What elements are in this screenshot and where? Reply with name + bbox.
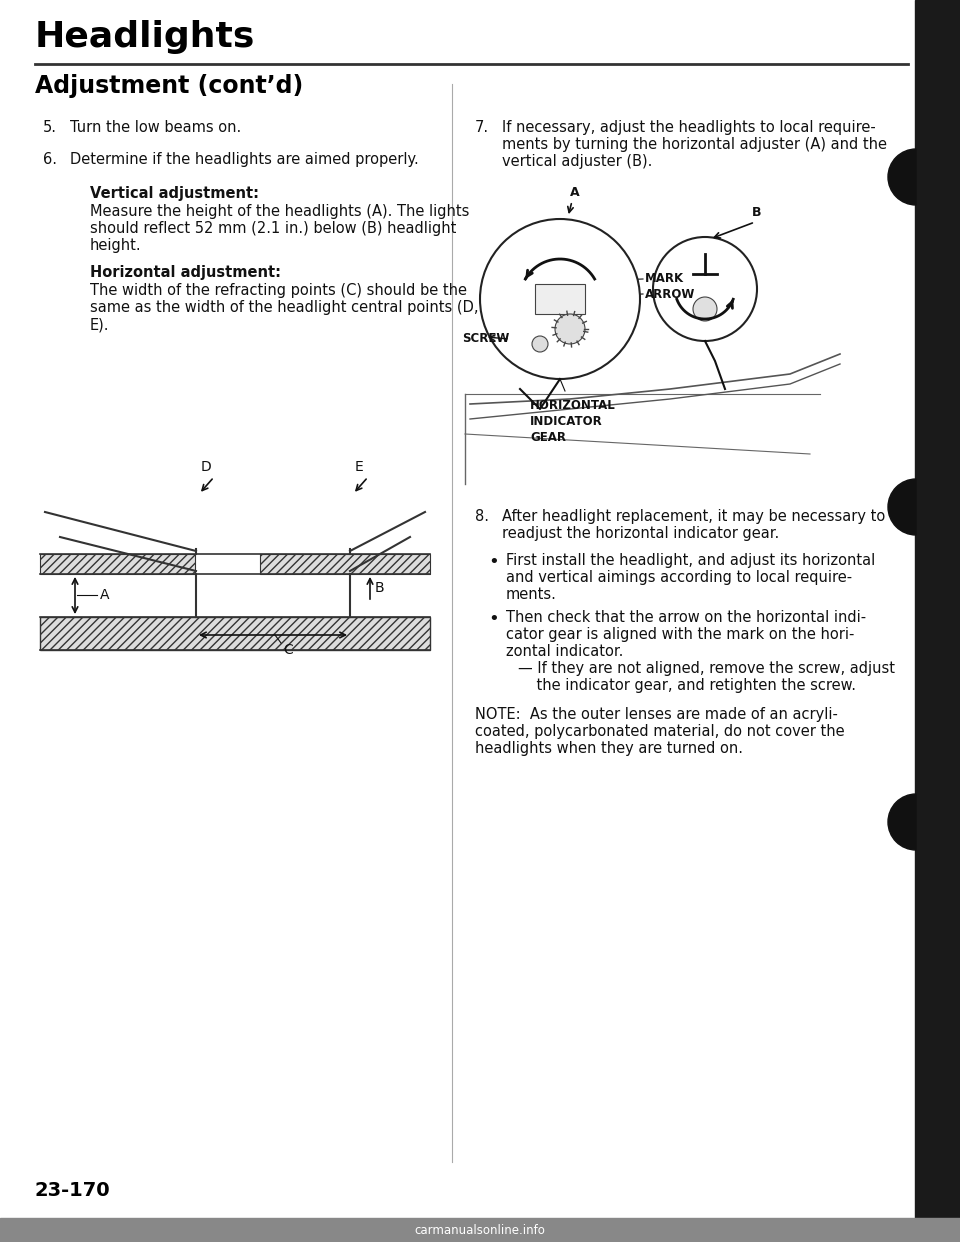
Circle shape — [480, 219, 640, 379]
Text: E).: E). — [90, 317, 109, 332]
Text: vertical adjuster (B).: vertical adjuster (B). — [502, 154, 653, 169]
Bar — [260, 554, 430, 574]
Circle shape — [693, 297, 717, 320]
Text: the indicator gear, and retighten the screw.: the indicator gear, and retighten the sc… — [518, 678, 856, 693]
Text: SCREW: SCREW — [462, 333, 510, 345]
Text: 5.: 5. — [43, 120, 57, 135]
Text: — If they are not aligned, remove the screw, adjust: — If they are not aligned, remove the sc… — [518, 661, 895, 676]
Text: cator gear is aligned with the mark on the hori-: cator gear is aligned with the mark on t… — [506, 627, 854, 642]
Text: Turn the low beams on.: Turn the low beams on. — [70, 120, 241, 135]
Text: B: B — [375, 581, 385, 595]
Text: ARROW: ARROW — [645, 287, 695, 301]
Text: A: A — [570, 186, 580, 199]
Text: ments by turning the horizontal adjuster (A) and the: ments by turning the horizontal adjuster… — [502, 137, 887, 152]
Text: Headlights: Headlights — [35, 20, 255, 53]
Text: 8.: 8. — [475, 509, 489, 524]
Text: Determine if the headlights are aimed properly.: Determine if the headlights are aimed pr… — [70, 152, 419, 166]
Text: same as the width of the headlight central points (D,: same as the width of the headlight centr… — [90, 301, 478, 315]
Text: D: D — [201, 460, 212, 474]
Wedge shape — [888, 479, 916, 535]
Circle shape — [653, 237, 757, 342]
Text: First install the headlight, and adjust its horizontal: First install the headlight, and adjust … — [506, 553, 876, 568]
Text: B: B — [752, 206, 761, 219]
Bar — [0, 1218, 960, 1242]
Wedge shape — [888, 794, 916, 850]
Text: carmanualsonline.info: carmanualsonline.info — [415, 1223, 545, 1237]
Text: After headlight replacement, it may be necessary to: After headlight replacement, it may be n… — [502, 509, 885, 524]
Text: HORIZONTAL
INDICATOR
GEAR: HORIZONTAL INDICATOR GEAR — [530, 399, 615, 443]
Text: zontal indicator.: zontal indicator. — [506, 645, 623, 660]
Bar — [40, 617, 430, 650]
Text: Then check that the arrow on the horizontal indi-: Then check that the arrow on the horizon… — [506, 610, 866, 625]
Text: A: A — [100, 587, 109, 602]
Wedge shape — [888, 149, 916, 205]
Text: coated, polycarbonated material, do not cover the: coated, polycarbonated material, do not … — [475, 724, 845, 739]
Text: height.: height. — [90, 238, 142, 253]
Text: The width of the refracting points (C) should be the: The width of the refracting points (C) s… — [90, 283, 467, 298]
Text: 23-170: 23-170 — [35, 1181, 110, 1200]
Text: 7.: 7. — [475, 120, 490, 135]
Text: MARK: MARK — [645, 272, 684, 286]
Circle shape — [532, 337, 548, 351]
Text: Measure the height of the headlights (A). The lights: Measure the height of the headlights (A)… — [90, 204, 469, 219]
Text: ments.: ments. — [506, 587, 557, 602]
Text: and vertical aimings according to local require-: and vertical aimings according to local … — [506, 570, 852, 585]
Text: E: E — [355, 460, 364, 474]
Text: Vertical adjustment:: Vertical adjustment: — [90, 186, 259, 201]
Bar — [915, 0, 960, 1242]
Text: should reflect 52 mm (2.1 in.) below (B) headlight: should reflect 52 mm (2.1 in.) below (B)… — [90, 221, 456, 236]
Text: If necessary, adjust the headlights to local require-: If necessary, adjust the headlights to l… — [502, 120, 876, 135]
Text: •: • — [488, 610, 499, 628]
Text: readjust the horizontal indicator gear.: readjust the horizontal indicator gear. — [502, 527, 780, 542]
Text: Horizontal adjustment:: Horizontal adjustment: — [90, 265, 281, 279]
Text: Adjustment (cont’d): Adjustment (cont’d) — [35, 75, 303, 98]
Text: headlights when they are turned on.: headlights when they are turned on. — [475, 741, 743, 756]
Circle shape — [555, 314, 585, 344]
Text: C: C — [283, 643, 293, 657]
Text: 6.: 6. — [43, 152, 57, 166]
Bar — [535, 284, 585, 314]
Text: NOTE:  As the outer lenses are made of an acryli-: NOTE: As the outer lenses are made of an… — [475, 707, 838, 722]
Bar — [40, 554, 195, 574]
Text: •: • — [488, 553, 499, 571]
